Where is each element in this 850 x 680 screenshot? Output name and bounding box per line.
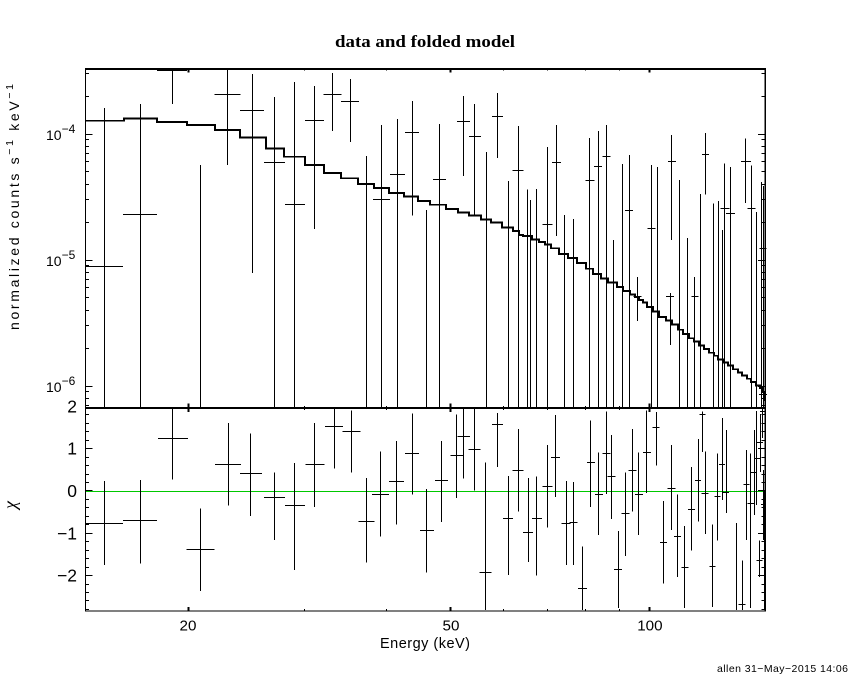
- svg-text:−1: −1: [57, 523, 77, 543]
- svg-text:20: 20: [180, 618, 197, 635]
- svg-text:normalized counts s−1 keV−1: normalized counts s−1 keV−1: [4, 84, 22, 330]
- svg-text:data and folded model: data and folded model: [335, 32, 515, 51]
- svg-text:50: 50: [443, 618, 460, 635]
- svg-text:−2: −2: [57, 566, 77, 586]
- svg-text:Energy (keV): Energy (keV): [380, 636, 470, 652]
- svg-text:0: 0: [67, 481, 77, 501]
- svg-text:χ: χ: [0, 500, 20, 511]
- svg-text:1: 1: [67, 439, 77, 459]
- svg-text:allen 31−May−2015 14:06: allen 31−May−2015 14:06: [717, 663, 848, 675]
- svg-text:100: 100: [637, 618, 662, 635]
- svg-text:2: 2: [67, 396, 77, 416]
